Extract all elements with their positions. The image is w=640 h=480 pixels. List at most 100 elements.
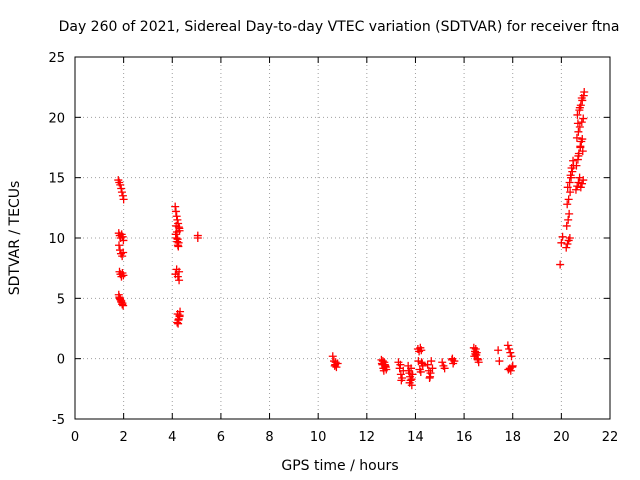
data-point: [193, 234, 202, 242]
data-point: [332, 363, 341, 372]
data-point: [173, 272, 182, 281]
x-axis-title: GPS time / hours: [281, 458, 398, 474]
data-point: [405, 378, 414, 387]
data-point: [427, 357, 436, 366]
data-point: [505, 345, 514, 354]
data-point: [396, 360, 405, 369]
data-point: [117, 188, 126, 197]
data-point: [440, 364, 449, 373]
data-point: [572, 161, 581, 170]
data-point: [330, 361, 339, 370]
y-tick-label: 15: [48, 172, 65, 187]
data-point: [173, 235, 182, 244]
data-points: [114, 87, 589, 390]
data-point: [565, 209, 574, 218]
x-tick-label: 12: [359, 430, 376, 445]
data-point: [175, 276, 184, 285]
axis-ticks: 0 2 4 6 8 10 12 14 16 18 20 22 -5 0 5 10 15 20 25: [48, 51, 618, 445]
chart-title: Day 260 of 2021, Sidereal Day-to-day VTE…: [59, 19, 620, 35]
data-point: [495, 357, 504, 366]
data-point: [379, 366, 388, 375]
data-point: [174, 242, 183, 251]
data-point: [506, 348, 515, 357]
data-point: [172, 227, 181, 236]
data-point: [563, 240, 572, 249]
data-point: [171, 207, 180, 216]
data-point: [172, 221, 181, 230]
data-point: [571, 185, 580, 194]
data-point: [578, 135, 587, 144]
data-point: [397, 376, 406, 385]
y-tick-label: 10: [48, 232, 65, 247]
data-point: [558, 232, 567, 241]
data-point: [562, 221, 571, 230]
data-point: [494, 346, 503, 355]
data-point: [471, 349, 480, 358]
data-point: [568, 167, 577, 176]
x-tick-label: 6: [217, 430, 225, 445]
data-point: [574, 178, 583, 187]
data-point: [575, 103, 584, 112]
x-tick-label: 2: [119, 430, 127, 445]
data-point: [574, 151, 583, 160]
y-tick-label: 0: [57, 353, 65, 368]
data-point: [119, 195, 128, 204]
data-point: [118, 191, 127, 200]
data-point: [414, 357, 423, 366]
x-tick-label: 4: [168, 430, 176, 445]
data-point: [566, 188, 575, 197]
data-point: [407, 375, 416, 384]
data-point: [573, 182, 582, 191]
data-point: [448, 354, 457, 363]
data-point: [557, 238, 566, 247]
x-tick-label: 16: [456, 430, 473, 445]
data-point: [438, 358, 447, 367]
x-tick-label: 22: [602, 430, 619, 445]
y-tick-label: -5: [52, 413, 65, 428]
data-point: [416, 367, 425, 376]
data-point: [118, 232, 127, 241]
data-point: [428, 364, 437, 373]
y-tick-label: 25: [48, 51, 65, 66]
data-point: [328, 352, 337, 361]
data-point: [119, 301, 128, 310]
data-point: [576, 142, 585, 151]
data-point: [174, 314, 183, 323]
data-point: [573, 119, 582, 128]
data-point: [563, 200, 572, 209]
data-point: [564, 215, 573, 224]
data-point: [117, 272, 126, 281]
data-point: [575, 122, 584, 131]
data-point: [116, 180, 125, 189]
data-point: [580, 87, 589, 96]
data-point: [572, 133, 581, 142]
data-point: [417, 346, 426, 355]
data-point: [569, 156, 578, 165]
data-point: [508, 363, 517, 372]
data-point: [119, 236, 128, 245]
data-point: [564, 195, 573, 204]
x-tick-label: 20: [553, 430, 570, 445]
data-point: [423, 360, 432, 369]
data-point: [573, 110, 582, 119]
data-point: [579, 176, 588, 185]
data-point: [172, 265, 181, 274]
data-point: [119, 248, 128, 257]
data-point: [565, 234, 574, 242]
y-tick-label: 5: [57, 292, 65, 307]
data-point: [425, 373, 434, 382]
data-point: [407, 364, 416, 373]
data-point: [578, 147, 587, 156]
data-point: [576, 183, 585, 192]
data-point: [565, 178, 574, 187]
data-point: [563, 183, 572, 192]
data-point: [408, 370, 417, 379]
data-point: [556, 260, 565, 269]
data-point: [175, 311, 184, 320]
grid-lines: [75, 57, 610, 419]
data-point: [174, 319, 183, 328]
data-point: [562, 243, 571, 252]
data-point: [579, 114, 588, 123]
data-point: [378, 357, 387, 366]
